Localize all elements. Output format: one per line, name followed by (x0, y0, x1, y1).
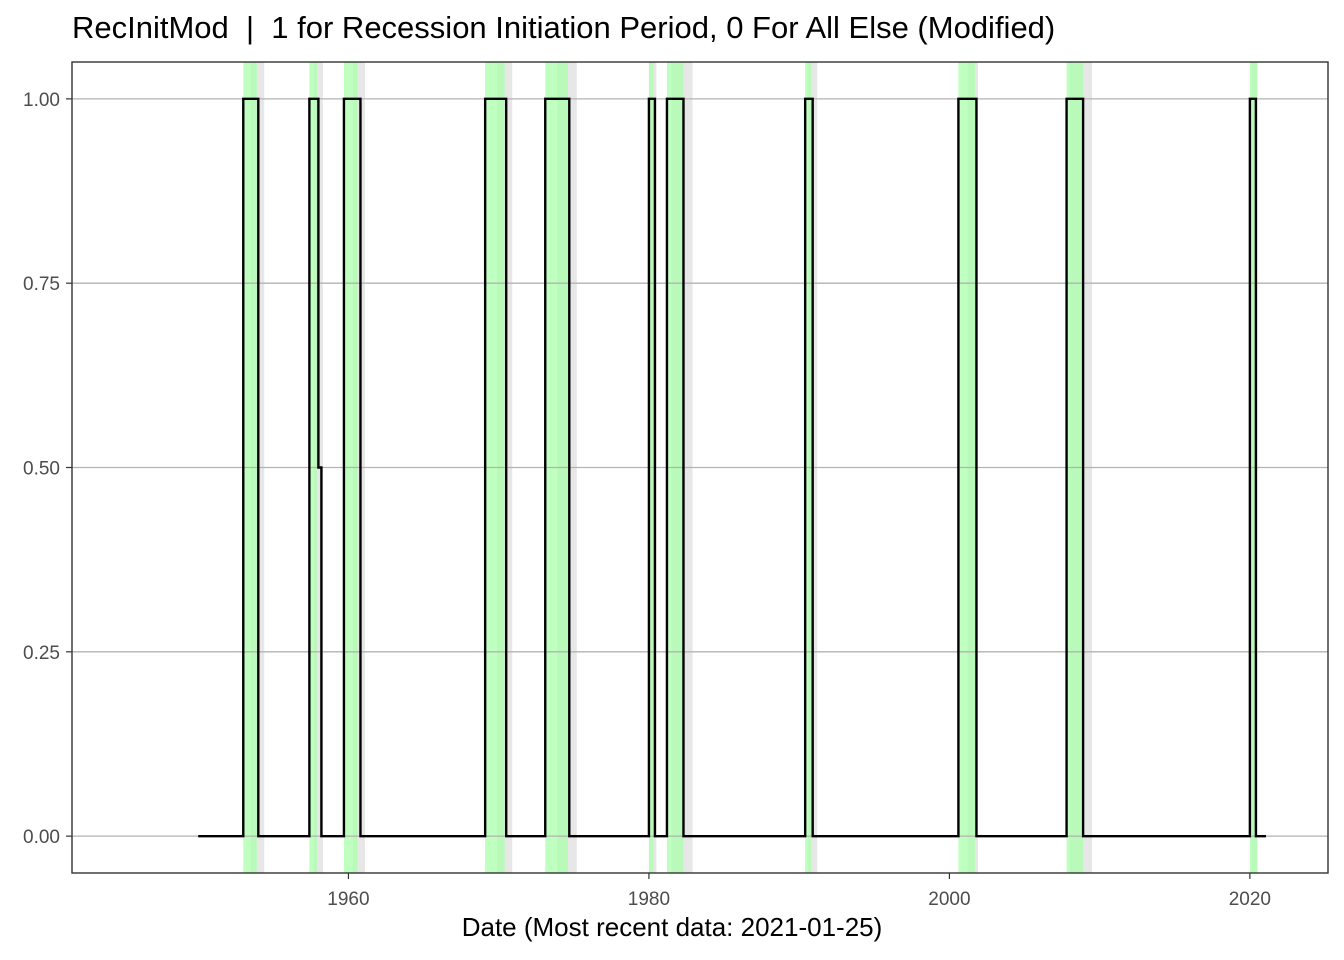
series-layer (198, 97, 1266, 838)
y-tick-label: 1.00 (23, 90, 60, 111)
x-tick-label: 2020 (1229, 889, 1271, 910)
y-tick-label: 0.50 (23, 459, 60, 480)
y-tick-label: 0.00 (23, 827, 60, 848)
y-tick-label: 0.75 (23, 274, 60, 295)
x-tick-label: 1960 (327, 889, 369, 910)
x-axis-title: Date (Most recent data: 2021-01-25) (461, 912, 883, 942)
x-tick-label: 2000 (928, 889, 970, 910)
y-tick-label: 0.25 (23, 643, 60, 664)
axis-labels: 0.00 0.25 0.50 0.75 1.00 1960 1980 2000 2020 (23, 90, 1271, 910)
panel-border (71, 61, 1329, 874)
x-tick-label: 1980 (628, 889, 670, 910)
chart-title: RecInitMod | 1 for Recession Initiation … (72, 10, 1056, 45)
series-line-0 (198, 97, 1266, 838)
